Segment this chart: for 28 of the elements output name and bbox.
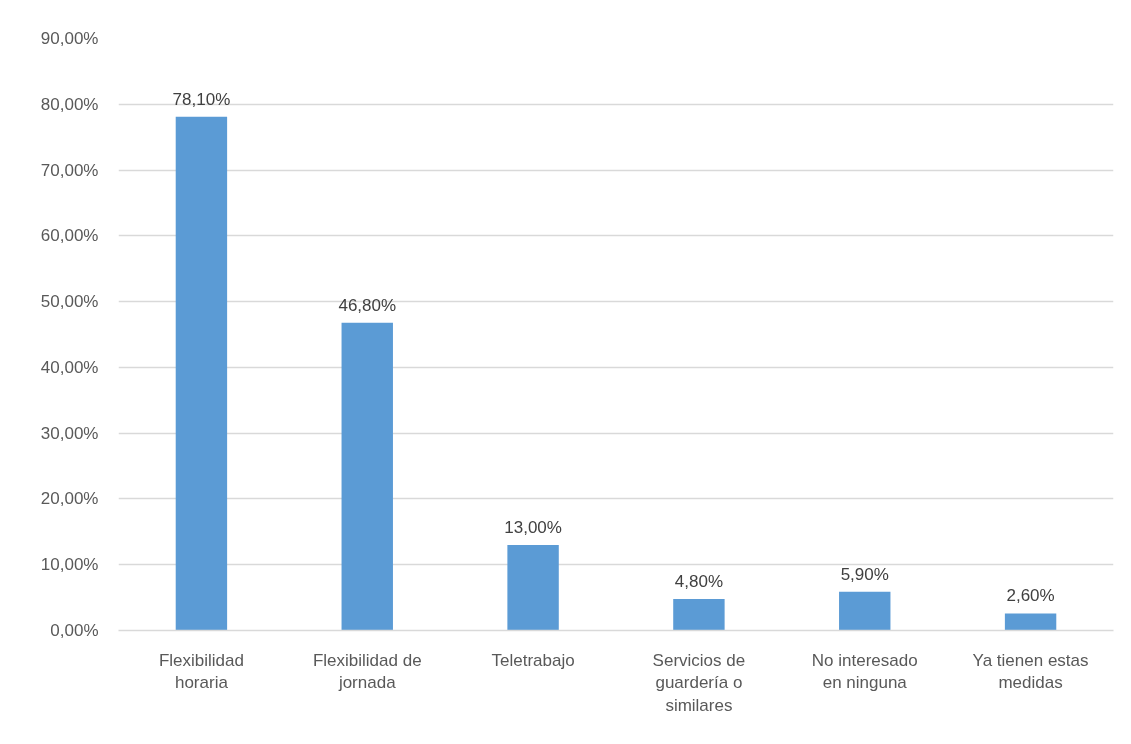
x-tick-label: No interesado en ninguna [811,650,918,693]
y-tick-label: 50,00% [40,292,99,312]
y-tick-label: 0,00% [50,621,99,640]
y-tick-label: 80,00% [40,94,99,114]
y-tick-label: 30,00% [40,423,99,443]
bar [673,598,725,631]
y-tick-label: 10,00% [40,555,99,575]
data-label: 13,00% [504,517,562,537]
bar [341,322,393,631]
data-label: 78,10% [172,89,231,109]
x-tick-label: Ya tienen estas medidas [972,650,1089,693]
bar [175,116,228,631]
y-tick-label: 60,00% [40,226,99,246]
y-tick-label: 40,00% [40,357,99,377]
bar [1004,613,1057,631]
data-label: 5,90% [840,564,889,584]
x-tick-label: Servicios de guardería o similares [652,650,746,716]
data-label: 46,80% [338,295,397,315]
bar [507,544,559,631]
y-tick-label: 20,00% [40,489,99,509]
bar [839,591,891,631]
x-tick-label: Flexibilidad de jornada [312,650,422,693]
y-tick-label: 90,00% [40,29,99,48]
y-tick-label: 70,00% [40,160,99,180]
x-tick-label: Teletrabajo [491,650,575,670]
data-label: 4,80% [674,571,724,591]
x-tick-label: Flexibilidad horaria [158,650,244,693]
data-label: 2,60% [1006,586,1055,606]
